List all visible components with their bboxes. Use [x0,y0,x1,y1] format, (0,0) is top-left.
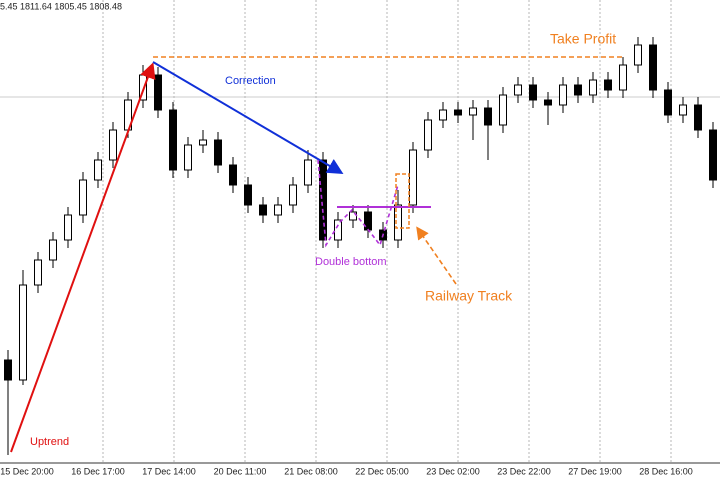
candle-body [409,149,417,206]
candle-body [199,139,207,146]
candle-body [154,74,162,111]
x-tick-label: 28 Dec 16:00 [639,466,693,476]
x-tick-label: 21 Dec 08:00 [284,466,338,476]
candle-body [229,164,237,186]
correction-label: Correction [225,75,276,87]
candle-body [34,259,42,286]
candle-body [514,84,522,96]
candle-body [499,94,507,126]
uptrend-arrow [10,62,156,453]
header: 5.45 1811.64 1805.45 1808.48 [0,1,122,11]
candle-body [259,204,267,216]
candle-body [544,99,552,106]
candle-body [334,219,342,241]
candle-body [319,159,327,241]
candle-body [529,84,537,101]
candle-body [214,139,222,166]
candle-body [364,211,372,231]
candle-body [49,239,57,261]
x-tick-label: 17 Dec 14:00 [142,466,196,476]
railway-track-box [395,173,410,229]
candle-body [664,89,672,116]
correction-arrow [152,61,344,175]
candle-body [4,359,12,381]
candles [4,37,717,455]
candle-body [454,109,462,116]
x-tick-label: 23 Dec 02:00 [426,466,480,476]
candle-body [574,84,582,96]
candle-body [604,79,612,91]
railway-track-label: Railway Track [425,288,513,304]
candle-body [304,159,312,186]
double-bottom-label: Double bottom [315,256,387,268]
candle-body [244,184,252,206]
candle-body [679,104,687,116]
candle-body [439,109,447,121]
candle-body [484,107,492,126]
grid [102,0,672,463]
candle-body [709,129,717,181]
x-tick-label: 22 Dec 05:00 [355,466,409,476]
x-tick-label: 27 Dec 19:00 [568,466,622,476]
candle-body [64,214,72,241]
x-tick-label: 15 Dec 20:00 [0,466,54,476]
candle-body [589,79,597,96]
candle-body [109,129,117,161]
candle-body [169,109,177,171]
candle-body [694,104,702,131]
double-bottom-path [317,159,399,248]
candle-body [619,64,627,91]
railway-track-arrow [416,226,457,285]
candle-body [649,44,657,91]
candle-body [469,107,477,116]
x-tick-label: 20 Dec 11:00 [214,466,267,476]
candle-body [274,204,282,216]
candle-body [394,204,402,241]
take-profit-label: Take Profit [550,31,616,47]
uptrend-label: Uptrend [30,436,69,448]
candle-body [79,179,87,216]
candle-body [289,184,297,206]
candle-body [184,144,192,171]
x-tick-label: 16 Dec 17:00 [71,466,125,476]
x-tick-label: 23 Dec 22:00 [497,466,551,476]
candle-body [424,119,432,151]
candle-body [634,44,642,66]
candle-body [94,159,102,181]
candle-body [559,84,567,106]
candle-body [19,284,27,381]
